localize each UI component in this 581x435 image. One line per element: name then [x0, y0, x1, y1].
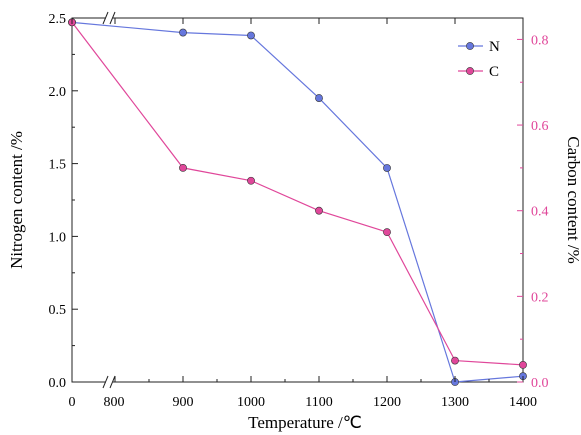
- data-point-N: [315, 94, 323, 102]
- y-left-tick-label: 2.5: [49, 12, 67, 27]
- plot-frame: [71, 17, 524, 383]
- legend-label-C: C: [489, 64, 499, 80]
- x-axis-break: [102, 11, 116, 389]
- x-tick-label: 1000: [237, 395, 265, 410]
- y-right-axis-title: Carbon content /%: [564, 136, 581, 263]
- y-right-tick-label: 0.4: [531, 205, 549, 220]
- axis-break-gap: [106, 12, 113, 24]
- y-left-tick-label: 1.0: [49, 230, 67, 245]
- data-point-C: [519, 360, 527, 369]
- data-point-N: [383, 164, 391, 172]
- data-point-C: [247, 176, 255, 185]
- y-right-tick-label: 0.6: [531, 119, 549, 134]
- x-tick-label: 1200: [373, 395, 401, 410]
- x-tick-label: 1100: [305, 395, 332, 410]
- y-right-tick-label: 0.0: [531, 376, 549, 391]
- x-tick-label: 1400: [509, 395, 537, 410]
- y-right-tick-label: 0.2: [531, 290, 549, 305]
- series-line-N: [71, 21, 524, 383]
- y-left-axis-title: Nitrogen content /%: [7, 131, 26, 269]
- legend-marker-N: [466, 42, 474, 50]
- axis-ticks: 0 800 900 1000 1100 1200 1300 1400 0.0 0.5 1.0 1.5 2…: [49, 12, 549, 410]
- axis-break-slash: [109, 11, 116, 25]
- data-point-C: [451, 356, 459, 365]
- x-axis-title: Temperature /℃: [248, 413, 362, 432]
- data-point-N: [247, 31, 255, 40]
- y-left-tick-label: 1.5: [49, 158, 67, 173]
- y-left-tick-label: 0.0: [49, 376, 67, 391]
- y-right-tick-label: 0.8: [531, 33, 549, 48]
- x-tick-label: 1300: [441, 395, 469, 410]
- data-point-N: [179, 28, 187, 37]
- x-tick-label: 0: [69, 395, 76, 410]
- legend-marker-C: [466, 67, 474, 75]
- chart-marks: [68, 18, 527, 386]
- axis-break-gap: [106, 376, 113, 388]
- series-line-C: [71, 21, 524, 366]
- data-point-C: [383, 228, 391, 237]
- legend: NC: [458, 39, 500, 80]
- data-point-C: [315, 206, 323, 215]
- x-tick-label: 800: [104, 395, 125, 410]
- legend-label-N: N: [489, 39, 500, 55]
- data-point-C: [179, 163, 187, 172]
- axis-break-slash: [102, 11, 109, 25]
- y-left-tick-label: 2.0: [49, 85, 67, 100]
- axis-break-slash: [102, 375, 109, 389]
- axis-break-slash: [109, 375, 116, 389]
- x-tick-label: 900: [173, 395, 194, 410]
- y-left-tick-label: 0.5: [49, 303, 67, 318]
